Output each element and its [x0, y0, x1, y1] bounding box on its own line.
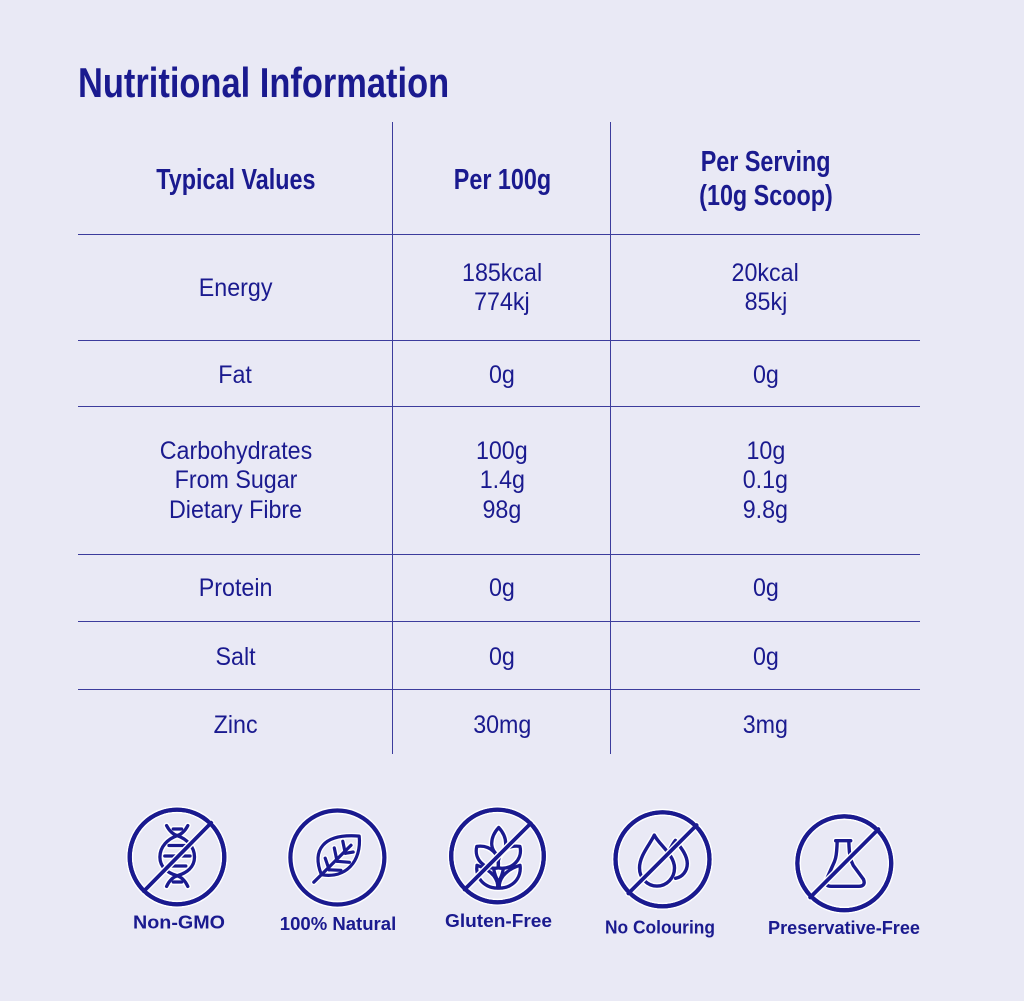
svg-text:Non-GMO: Non-GMO	[133, 913, 225, 933]
svg-text:100% Natural: 100% Natural	[280, 914, 397, 934]
svg-text:No Colouring: No Colouring	[605, 917, 715, 937]
svg-text:Preservative-Free: Preservative-Free	[768, 918, 920, 938]
svg-text:Gluten-Free: Gluten-Free	[445, 911, 552, 931]
